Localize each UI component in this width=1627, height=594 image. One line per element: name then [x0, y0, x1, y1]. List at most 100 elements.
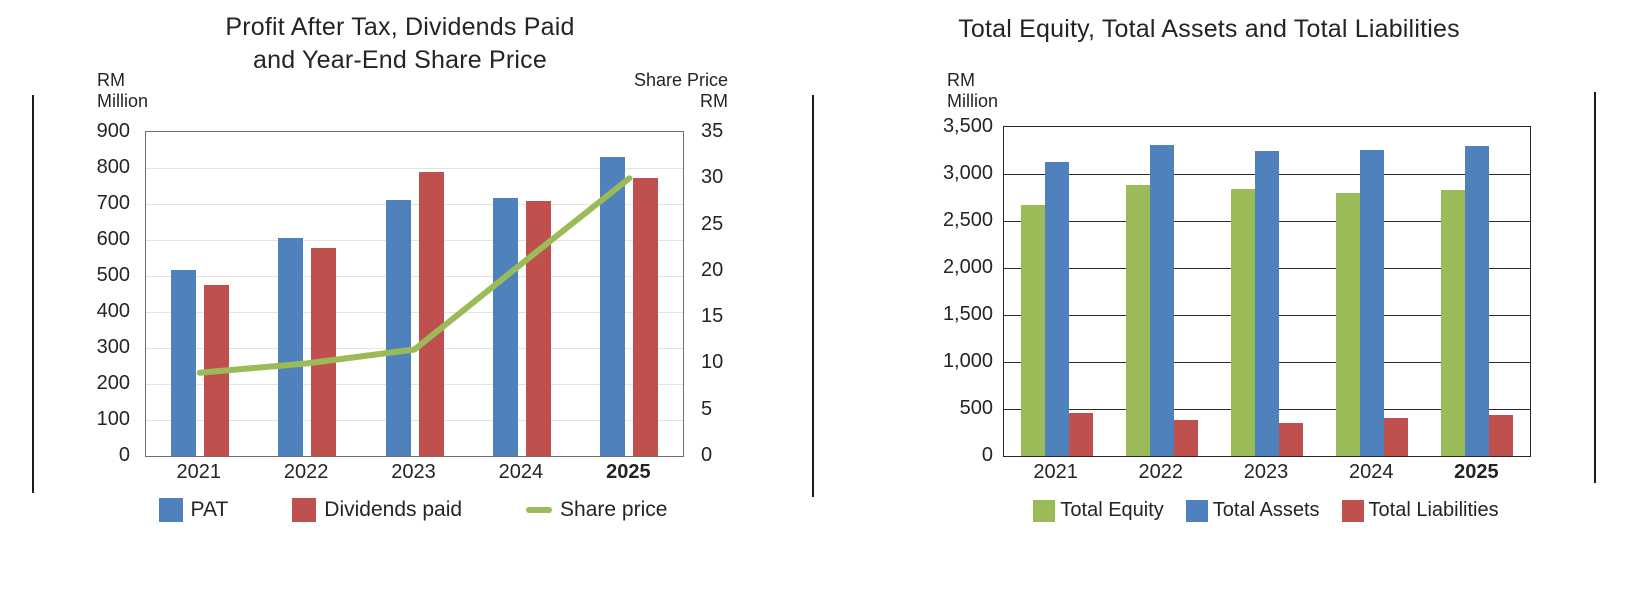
- legend-item-pat: PAT: [158, 498, 229, 522]
- legend-item-share-price: Share price: [526, 498, 667, 522]
- category-label-2021: 2021: [176, 461, 221, 483]
- gridline: [146, 312, 683, 313]
- gridline: [146, 384, 683, 385]
- dividends-legend-swatch: [292, 498, 317, 522]
- right-axis-tick-label: 30: [701, 166, 724, 189]
- right-chart-axis-unit-label: RM Million: [947, 70, 998, 112]
- pat-legend-swatch: [158, 498, 183, 522]
- left-axis-unit-line1: RM: [97, 70, 125, 90]
- y-axis-tick-label: 500: [959, 397, 993, 419]
- y-axis-tick-label: 3,500: [942, 115, 993, 137]
- y-axis-tick-label: 3,000: [942, 162, 993, 184]
- left-axis-tick-label: 600: [96, 228, 130, 250]
- category-label-2022: 2022: [1138, 461, 1184, 483]
- total-liabilities-legend-label: Total Liabilities: [1368, 499, 1499, 521]
- left-axis-unit-label: RM Million: [97, 70, 148, 112]
- category-label-2024: 2024: [498, 461, 544, 483]
- left-axis-unit-line2: Million: [97, 91, 149, 111]
- bar-pat-2021: [170, 269, 196, 456]
- category-label-2021: 2021: [1033, 461, 1078, 483]
- left-axis-tick-label: 700: [96, 192, 130, 214]
- legend-item-dividends-paid: Dividends paid: [292, 498, 462, 522]
- bar-group-2025: [576, 132, 683, 456]
- bar-dividends-paid-2025: [633, 177, 659, 456]
- share-price-legend-swatch: [526, 507, 553, 513]
- y-axis-tick-label: 0: [981, 444, 993, 466]
- right-axis-tick-label: 0: [701, 444, 713, 466]
- left-axis-tick-label: 0: [118, 444, 130, 466]
- bar-group-2023: [1214, 127, 1319, 456]
- category-label-2023: 2023: [1243, 461, 1289, 483]
- y-axis-tick-label: 1,000: [942, 350, 993, 372]
- right-chart-legend: Total Equity Total Assets Total Liabilit…: [1003, 499, 1529, 522]
- left-chart-title-line2: and Year-End Share Price: [253, 46, 547, 74]
- legend-item-total-assets: Total Assets: [1185, 499, 1320, 522]
- left-axis-tick-label: 900: [96, 120, 130, 142]
- right-axis-unit-line2: RM: [700, 91, 728, 111]
- column-divider-middle: [812, 95, 814, 497]
- legend-item-total-liabilities: Total Liabilities: [1341, 499, 1499, 522]
- bar-pat-2024: [492, 197, 518, 456]
- total-equity-legend-swatch: [1033, 499, 1056, 522]
- right-axis-unit-label: Share Price RM: [568, 70, 728, 112]
- right-chart-title-line1: Total Equity, Total Assets and Total Lia…: [958, 15, 1460, 43]
- right-chart-axis-unit-line2: Million: [947, 91, 999, 111]
- y-axis-tick-label: 2,000: [942, 256, 993, 278]
- category-label-2022: 2022: [283, 461, 329, 483]
- left-axis-tick-label: 300: [96, 336, 130, 358]
- bar-group-2022: [253, 132, 360, 456]
- right-axis-tick-label: 20: [701, 258, 724, 281]
- bar-total-assets-2021: [1044, 161, 1069, 456]
- gridline: [146, 167, 683, 169]
- bar-total-liabilities-2022: [1173, 420, 1198, 456]
- pat-legend-label: PAT: [190, 498, 229, 521]
- bar-total-liabilities-2025: [1489, 415, 1514, 456]
- bar-total-liabilities-2023: [1279, 422, 1303, 456]
- right-axis-unit-line1: Share Price: [633, 70, 728, 90]
- left-chart-title-line1: Profit After Tax, Dividends Paid: [225, 13, 575, 41]
- category-label-2023: 2023: [391, 461, 436, 483]
- left-axis-tick-label: 400: [96, 300, 130, 322]
- left-plot-area: [145, 131, 684, 457]
- bar-total-assets-2025: [1465, 145, 1490, 456]
- category-label-2025: 2025: [606, 461, 651, 483]
- bar-group-2021: [1004, 127, 1109, 456]
- bar-dividends-paid-2022: [311, 247, 337, 456]
- bar-total-assets-2022: [1149, 145, 1174, 456]
- bar-total-equity-2023: [1231, 188, 1255, 456]
- gridline: [146, 240, 683, 241]
- total-equity-legend-label: Total Equity: [1060, 499, 1164, 521]
- left-axis-tick-label: 800: [96, 156, 130, 178]
- left-axis-tick-label: 100: [96, 408, 130, 430]
- gridline: [146, 419, 683, 421]
- column-divider-left: [32, 95, 34, 493]
- bar-group-2025: [1425, 127, 1530, 456]
- share-price-legend-label: Share price: [560, 498, 668, 521]
- category-label-2025: 2025: [1454, 461, 1499, 483]
- y-axis-tick-label: 1,500: [942, 303, 993, 325]
- y-axis-tick-label: 2,500: [942, 209, 993, 231]
- bar-total-equity-2024: [1336, 192, 1361, 456]
- bar-total-liabilities-2024: [1384, 418, 1409, 456]
- right-axis-tick-label: 5: [701, 397, 713, 420]
- bar-groups: [146, 132, 683, 456]
- right-axis-tick-label: 10: [701, 351, 724, 374]
- right-axis-tick-label: 25: [701, 212, 724, 235]
- left-axis-tick-label: 500: [96, 264, 130, 286]
- right-axis-tick-label: 15: [701, 305, 724, 328]
- bar-pat-2022: [278, 238, 304, 456]
- bar-groups: [1004, 127, 1530, 456]
- dividends-legend-label: Dividends paid: [324, 498, 463, 521]
- category-label-2024: 2024: [1348, 461, 1394, 483]
- bar-pat-2023: [385, 200, 411, 456]
- right-chart-title: Total Equity, Total Assets and Total Lia…: [929, 13, 1489, 46]
- right-chart-axis-unit-line1: RM: [947, 70, 975, 90]
- column-divider-right: [1594, 92, 1596, 483]
- bar-pat-2025: [600, 157, 626, 456]
- right-x-axis-labels: 2021 2022 2023 2024 2025: [1003, 461, 1529, 484]
- left-chart-title: Profit After Tax, Dividends Paid and Yea…: [120, 11, 680, 77]
- total-assets-legend-swatch: [1185, 499, 1208, 522]
- total-liabilities-legend-swatch: [1341, 499, 1364, 522]
- bar-total-equity-2021: [1020, 205, 1045, 456]
- bar-group-2023: [361, 132, 468, 456]
